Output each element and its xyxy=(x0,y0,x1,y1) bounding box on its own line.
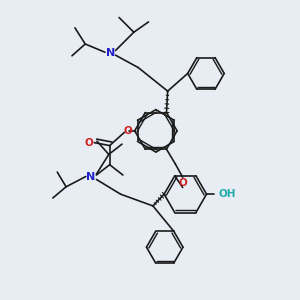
Text: O: O xyxy=(85,138,93,148)
Text: O: O xyxy=(178,178,187,188)
Text: OH: OH xyxy=(218,189,236,199)
Text: N: N xyxy=(106,48,115,58)
Text: N: N xyxy=(86,172,96,182)
Text: O: O xyxy=(124,126,133,136)
